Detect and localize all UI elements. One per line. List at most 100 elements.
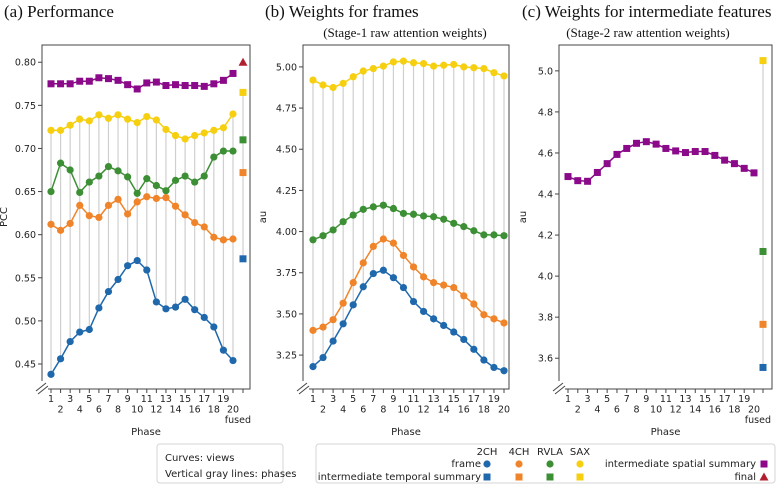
x-tick-label: 7 — [105, 394, 111, 405]
panels: (a) Performance 0.45 0.50 0.55 0.60 0.65 0.70 0… — [0, 2, 773, 438]
x-tick-label: 14 — [689, 405, 701, 416]
point-2CH — [191, 306, 199, 314]
x-tick-label: 13 — [160, 394, 172, 405]
point-spatial — [152, 78, 160, 86]
x-tick-label: 9 — [390, 394, 396, 405]
point-RVLA — [470, 227, 478, 235]
x-tick-label: 8 — [634, 405, 640, 416]
x-tick-label: 11 — [141, 394, 153, 405]
x-tick-label: 16 — [458, 405, 470, 416]
point-RVLA — [379, 201, 387, 209]
x-tick-label: 20 — [748, 405, 760, 416]
point-2CH — [319, 353, 327, 362]
legend-temporal-marker-SAX — [576, 473, 584, 481]
point-4CH — [369, 242, 377, 250]
point-4CH — [440, 281, 448, 289]
legend-frame-marker-2CH — [483, 460, 491, 468]
point-spatial — [57, 80, 65, 88]
point-2CH — [490, 363, 498, 372]
point-4CH — [56, 226, 65, 234]
y-tick-label: 4.0 — [538, 272, 553, 283]
point-spatial — [652, 140, 660, 148]
x-axis-label: Phase — [131, 427, 161, 438]
y-tick-label: 4.25 — [276, 186, 297, 197]
x-tick-label: 1 — [48, 394, 54, 405]
point-spatial — [104, 75, 112, 83]
point-RVLA — [309, 236, 317, 244]
y-tick-label: 5.00 — [276, 62, 297, 73]
point-2CH — [329, 337, 337, 345]
point-spatial — [711, 151, 719, 159]
y-tick-label: 0.55 — [15, 273, 36, 284]
axes-frame — [41, 44, 251, 390]
point-RVLA — [114, 167, 122, 175]
point-spatial — [681, 149, 689, 157]
x-tick-label: 3 — [330, 394, 336, 405]
x-tick-label: 2 — [575, 405, 581, 416]
legend-spatial-marker — [760, 460, 768, 468]
point-2CH — [56, 355, 65, 363]
y-axis-label: PCC — [0, 207, 10, 227]
x-tick-label: 10 — [397, 405, 409, 416]
point-spatial — [564, 173, 572, 181]
point-spatial — [613, 150, 621, 158]
point-4CH — [329, 316, 337, 324]
point-RVLA — [104, 162, 113, 171]
point-SAX — [200, 129, 208, 137]
point-RVLA — [339, 218, 347, 226]
point-SAX — [143, 112, 151, 121]
point-SAX — [229, 110, 237, 118]
point-spatial — [593, 168, 601, 176]
x-tick-label: 4 — [340, 405, 346, 416]
axes-frame — [302, 44, 510, 390]
x-tick-label: 19 — [217, 394, 229, 405]
point-spatial — [662, 144, 670, 152]
panel-c: (c) Weights for intermediate features (St… — [518, 2, 773, 438]
legend-view-header: 4CH — [509, 447, 530, 458]
point-SAX — [500, 72, 508, 80]
fused-point-SAX — [759, 57, 767, 65]
x-tick-label: 13 — [428, 394, 440, 405]
point-4CH — [470, 300, 478, 308]
point-2CH — [349, 301, 357, 309]
point-RVLA — [460, 223, 468, 231]
point-4CH — [95, 213, 103, 222]
point-SAX — [66, 121, 74, 129]
point-RVLA — [162, 187, 170, 195]
point-2CH — [450, 328, 458, 336]
legend-view-header: SAX — [570, 447, 590, 458]
point-RVLA — [191, 178, 199, 186]
panel-b: (b) Weights for frames (Stage-1 raw atten… — [258, 2, 510, 438]
point-2CH — [379, 266, 387, 274]
x-tick-label: 5 — [350, 394, 356, 405]
y-tick-label: 3.50 — [276, 309, 297, 320]
point-spatial — [730, 160, 738, 168]
point-spatial — [200, 82, 208, 90]
point-2CH — [210, 323, 218, 331]
point-SAX — [152, 116, 160, 124]
panel-title: (b) Weights for frames — [265, 2, 419, 21]
point-RVLA — [47, 187, 55, 196]
fused-point-4CH — [239, 169, 247, 177]
point-2CH — [460, 335, 468, 344]
point-2CH — [389, 274, 398, 282]
point-2CH — [399, 283, 408, 292]
point-spatial — [124, 81, 132, 89]
point-2CH — [162, 305, 170, 313]
point-4CH — [210, 233, 218, 241]
point-2CH — [133, 256, 141, 265]
point-SAX — [490, 69, 498, 77]
point-2CH — [47, 370, 55, 378]
series-line-RVLA — [50, 150, 233, 195]
legend-view-header: 2CH — [477, 447, 498, 458]
point-SAX — [480, 64, 488, 73]
point-spatial — [623, 144, 631, 152]
point-spatial — [76, 77, 84, 85]
point-2CH — [409, 297, 418, 306]
y-tick-label: 4.50 — [276, 145, 297, 156]
point-spatial — [721, 156, 729, 164]
panel-subtitle: (Stage-1 raw attention weights) — [323, 25, 487, 40]
x-tick-label: 2 — [58, 405, 64, 416]
point-2CH — [430, 315, 438, 323]
point-spatial — [172, 81, 180, 89]
